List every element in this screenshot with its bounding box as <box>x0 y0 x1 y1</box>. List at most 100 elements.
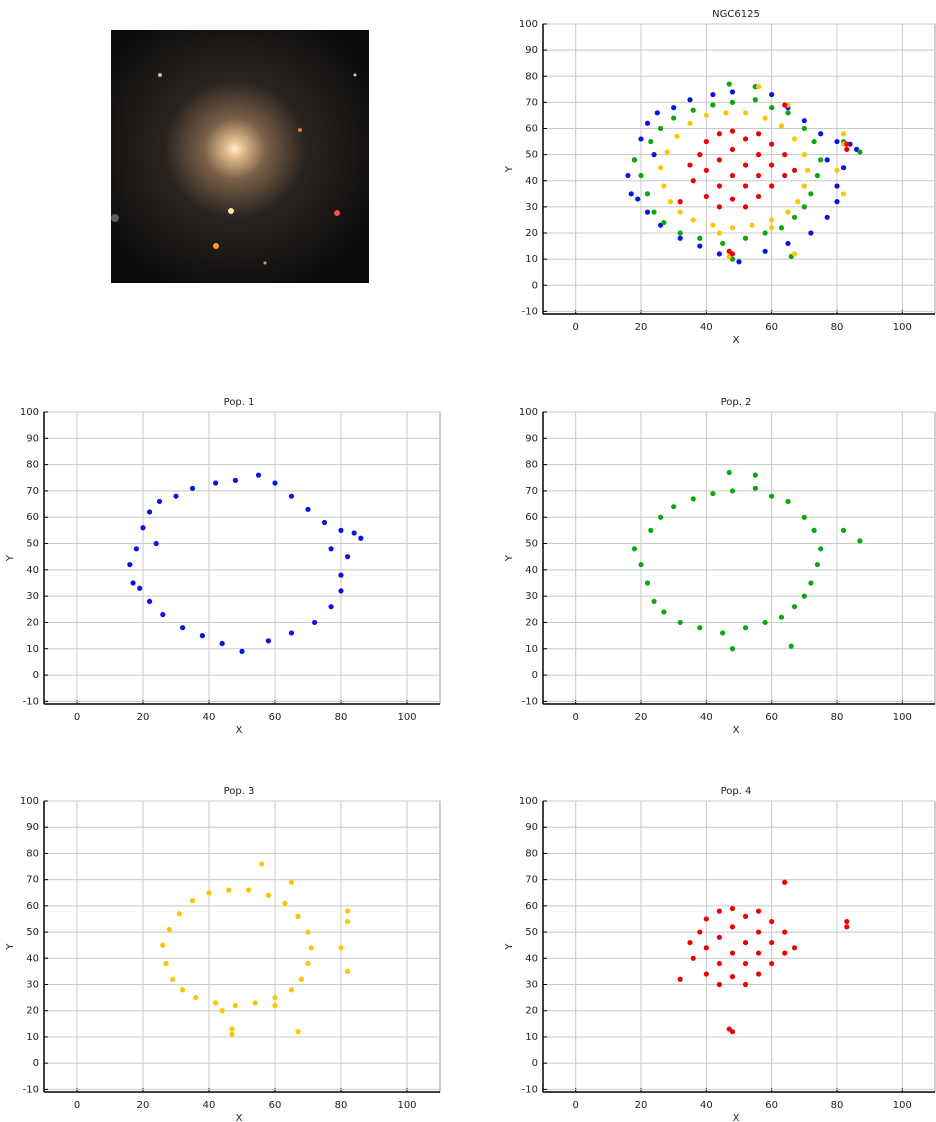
y-tick-label: 20 <box>525 228 538 239</box>
point <box>677 209 683 215</box>
y-tick-label: 10 <box>525 644 538 655</box>
point <box>801 514 807 520</box>
y-tick-label: 0 <box>532 280 538 291</box>
point <box>697 235 703 241</box>
point <box>729 146 736 153</box>
point <box>808 230 814 236</box>
point <box>265 892 271 898</box>
point <box>778 123 785 129</box>
point <box>756 971 762 977</box>
y-tick-label: 100 <box>20 796 39 807</box>
point <box>729 924 736 930</box>
y-tick-label: 60 <box>26 512 39 523</box>
y-tick-label: 0 <box>33 1058 39 1069</box>
point <box>703 945 709 951</box>
point <box>788 643 794 649</box>
y-tick-label: 50 <box>26 539 39 550</box>
point <box>710 91 716 98</box>
point <box>677 976 683 982</box>
point <box>742 162 749 168</box>
point <box>265 638 271 644</box>
y-tick-label: 40 <box>525 953 538 964</box>
point <box>857 538 863 544</box>
point <box>729 225 736 231</box>
point <box>288 493 295 499</box>
point <box>791 167 798 173</box>
y-tick-label: 90 <box>525 822 538 833</box>
x-tick-label: 20 <box>635 1100 648 1111</box>
x-tick-label: 80 <box>335 712 348 723</box>
y-tick-label: -10 <box>23 1084 39 1095</box>
point <box>762 115 768 121</box>
point <box>769 939 775 946</box>
point <box>742 110 749 116</box>
point <box>742 625 749 631</box>
point <box>160 611 166 618</box>
y-tick-label: -10 <box>522 1084 538 1095</box>
point <box>697 929 703 935</box>
plot-area <box>542 411 936 705</box>
point <box>756 131 762 137</box>
y-axis-label: Y <box>5 943 16 951</box>
y-tick-label: 50 <box>525 539 538 550</box>
y-tick-label: 100 <box>20 407 39 418</box>
y-tick-label: 30 <box>525 202 538 213</box>
point <box>703 971 709 977</box>
point <box>801 118 807 124</box>
point <box>801 183 807 189</box>
point <box>644 191 651 197</box>
point <box>687 162 693 168</box>
galaxy-image <box>111 30 369 283</box>
chart-title: Pop. 4 <box>721 786 752 797</box>
point <box>677 235 683 241</box>
point <box>298 976 304 982</box>
chart-title: Pop. 2 <box>721 397 752 408</box>
y-axis-label: Y <box>5 554 16 562</box>
x-tick-label: 20 <box>635 712 648 723</box>
point <box>742 960 749 967</box>
point <box>791 604 798 610</box>
point <box>328 546 334 552</box>
point <box>690 178 696 184</box>
point <box>785 209 791 215</box>
point <box>259 861 265 867</box>
point <box>769 217 775 223</box>
point <box>226 887 232 893</box>
point <box>173 493 179 499</box>
point <box>644 120 651 126</box>
x-tick-label: 0 <box>572 712 578 723</box>
chart-title: Pop. 3 <box>224 786 255 797</box>
point <box>658 125 664 132</box>
point <box>801 204 807 210</box>
point <box>749 222 755 228</box>
point <box>644 580 651 586</box>
point <box>840 527 847 533</box>
x-tick-label: 80 <box>831 1100 844 1111</box>
point <box>671 105 677 111</box>
point <box>782 172 788 179</box>
plot-area <box>43 411 441 705</box>
point <box>163 960 169 967</box>
x-tick-label: 80 <box>335 1100 348 1111</box>
point <box>651 209 657 215</box>
point <box>272 995 278 1001</box>
point <box>742 183 749 189</box>
point <box>716 131 723 137</box>
point <box>769 225 775 231</box>
point <box>769 493 775 499</box>
point <box>785 498 791 505</box>
point <box>246 887 252 893</box>
point <box>345 554 351 560</box>
point <box>658 514 664 520</box>
point <box>818 157 824 163</box>
point <box>756 172 762 179</box>
point <box>752 485 758 491</box>
point <box>716 230 723 236</box>
point <box>818 131 824 137</box>
x-axis-label: X <box>236 725 243 736</box>
y-tick-label: 0 <box>532 1058 538 1069</box>
point <box>638 561 644 568</box>
point <box>697 243 703 249</box>
y-tick-label: 20 <box>26 617 39 628</box>
point <box>752 472 758 478</box>
